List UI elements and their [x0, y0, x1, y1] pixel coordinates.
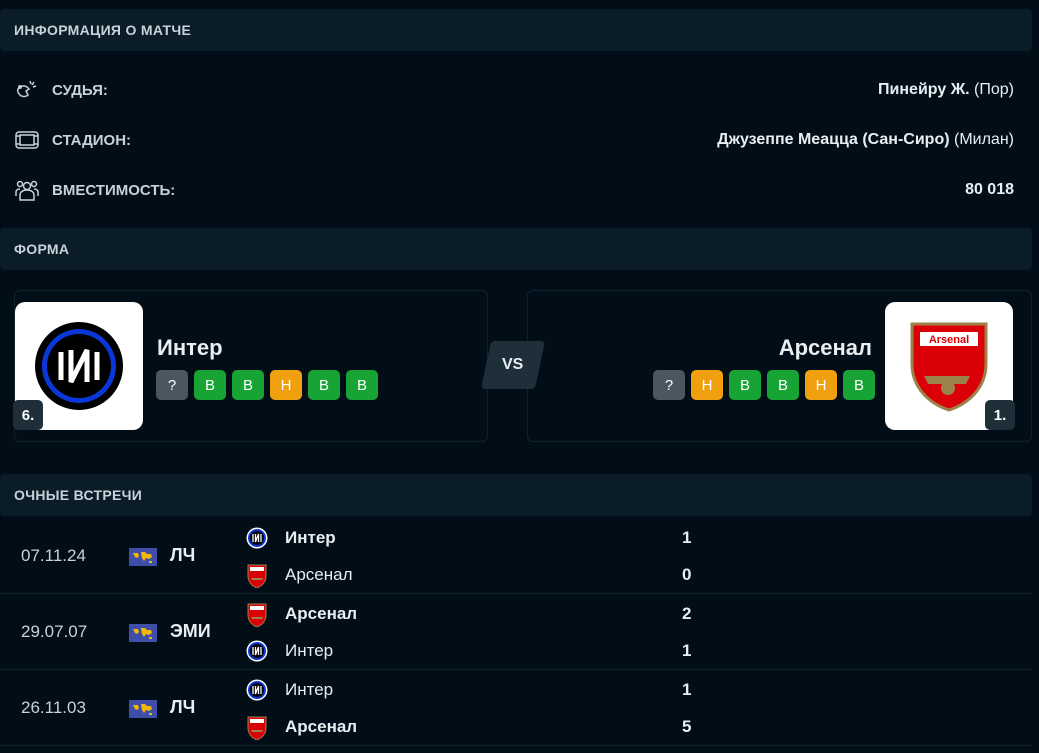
crowd-icon — [14, 177, 40, 203]
stadium-icon — [14, 127, 40, 153]
stadium-city: (Милан) — [954, 131, 1014, 148]
inter-logo-icon — [246, 527, 268, 549]
form-result-badge[interactable]: ? — [653, 370, 685, 400]
stadium-row: СТАДИОН: Джузеппе Меацца (Сан-Сиро) (Мил… — [14, 125, 1014, 155]
h2h-team-away: Интер 1 — [246, 638, 706, 664]
arsenal-logo-icon — [246, 716, 268, 741]
away-team-name[interactable]: Арсенал — [778, 335, 872, 360]
capacity-label: ВМЕСТИМОСТЬ: — [52, 181, 176, 199]
world-flag-icon — [129, 548, 157, 566]
form-result-badge[interactable]: В — [232, 370, 264, 400]
form-result-badge[interactable]: В — [729, 370, 761, 400]
referee-row: СУДЬЯ: Пинейру Ж. (Пор) — [14, 75, 1014, 105]
away-form: ? Н В В Н В — [653, 370, 875, 400]
form-result-badge[interactable]: В — [346, 370, 378, 400]
h2h-team-home: Арсенал 2 — [246, 601, 706, 628]
team-score: 1 — [682, 641, 692, 660]
capacity-value: 80 018 — [965, 181, 1014, 198]
team-score: 5 — [682, 717, 692, 736]
team-score: 2 — [682, 604, 692, 623]
referee-label: СУДЬЯ: — [52, 81, 108, 99]
form-result-badge[interactable]: ? — [156, 370, 188, 400]
referee-country: (Пор) — [974, 81, 1014, 98]
h2h-match-row[interactable]: 29.07.07 ЭМИ Арсенал 2 Интер 1 — [0, 594, 1032, 670]
home-form: ? В В Н В В — [156, 370, 378, 400]
h2h-team-home: Интер 1 — [246, 677, 706, 703]
arsenal-logo[interactable]: Arsenal — [885, 302, 1013, 430]
form-result-badge[interactable]: В — [767, 370, 799, 400]
form-result-badge[interactable]: Н — [805, 370, 837, 400]
team-name: Арсенал — [285, 604, 358, 623]
form-result-badge[interactable]: Н — [270, 370, 302, 400]
inter-logo-icon — [246, 679, 268, 701]
team-name: Интер — [285, 528, 336, 547]
h2h-team-away: Арсенал 0 — [246, 562, 706, 589]
form-result-badge[interactable]: В — [194, 370, 226, 400]
match-date: 07.11.24 — [21, 546, 86, 565]
away-rank: 1. — [985, 400, 1015, 430]
form-header: ФОРМА — [0, 228, 1032, 270]
match-date: 29.07.07 — [21, 622, 88, 641]
form-result-badge[interactable]: Н — [691, 370, 723, 400]
h2h-match-row[interactable]: 26.11.03 ЛЧ Интер 1 Арсенал 5 — [0, 670, 1032, 746]
team-name: Интер — [285, 680, 334, 699]
form-result-badge[interactable]: В — [843, 370, 875, 400]
stadium-name: Джузеппе Меацца (Сан-Сиро) — [717, 131, 950, 148]
match-info-header: ИНФОРМАЦИЯ О МАТЧЕ — [0, 9, 1032, 51]
h2h-match-row[interactable]: 07.11.24 ЛЧ Интер 1 Арсенал 0 — [0, 518, 1032, 594]
team-score: 0 — [682, 565, 692, 584]
world-flag-icon — [129, 700, 157, 718]
competition-label[interactable]: ЛЧ — [170, 545, 196, 565]
world-flag-icon — [129, 624, 157, 642]
match-date: 26.11.03 — [21, 698, 86, 717]
competition-label[interactable]: ЭМИ — [170, 621, 211, 641]
stadium-label: СТАДИОН: — [52, 131, 132, 149]
home-team-name[interactable]: Интер — [157, 335, 223, 360]
arsenal-logo-icon — [246, 564, 268, 589]
h2h-team-home: Интер 1 — [246, 525, 706, 551]
whistle-icon — [14, 77, 40, 103]
vs-badge: VS — [480, 341, 546, 389]
team-name: Интер — [285, 641, 334, 660]
arsenal-logo-icon — [246, 603, 268, 628]
team-name: Арсенал — [285, 717, 358, 736]
competition-label[interactable]: ЛЧ — [170, 697, 196, 717]
h2h-header: ОЧНЫЕ ВСТРЕЧИ — [0, 474, 1032, 516]
referee-name[interactable]: Пинейру Ж. — [878, 81, 970, 98]
home-rank: 6. — [13, 400, 43, 430]
h2h-team-away: Арсенал 5 — [246, 714, 706, 741]
team-name: Арсенал — [285, 565, 353, 584]
svg-text:Arsenal: Arsenal — [929, 334, 969, 346]
team-score: 1 — [682, 528, 692, 547]
form-result-badge[interactable]: В — [308, 370, 340, 400]
team-score: 1 — [682, 680, 692, 699]
vs-label: VS — [502, 356, 524, 373]
inter-logo-icon — [246, 640, 268, 662]
capacity-row: ВМЕСТИМОСТЬ: 80 018 — [14, 175, 1014, 205]
